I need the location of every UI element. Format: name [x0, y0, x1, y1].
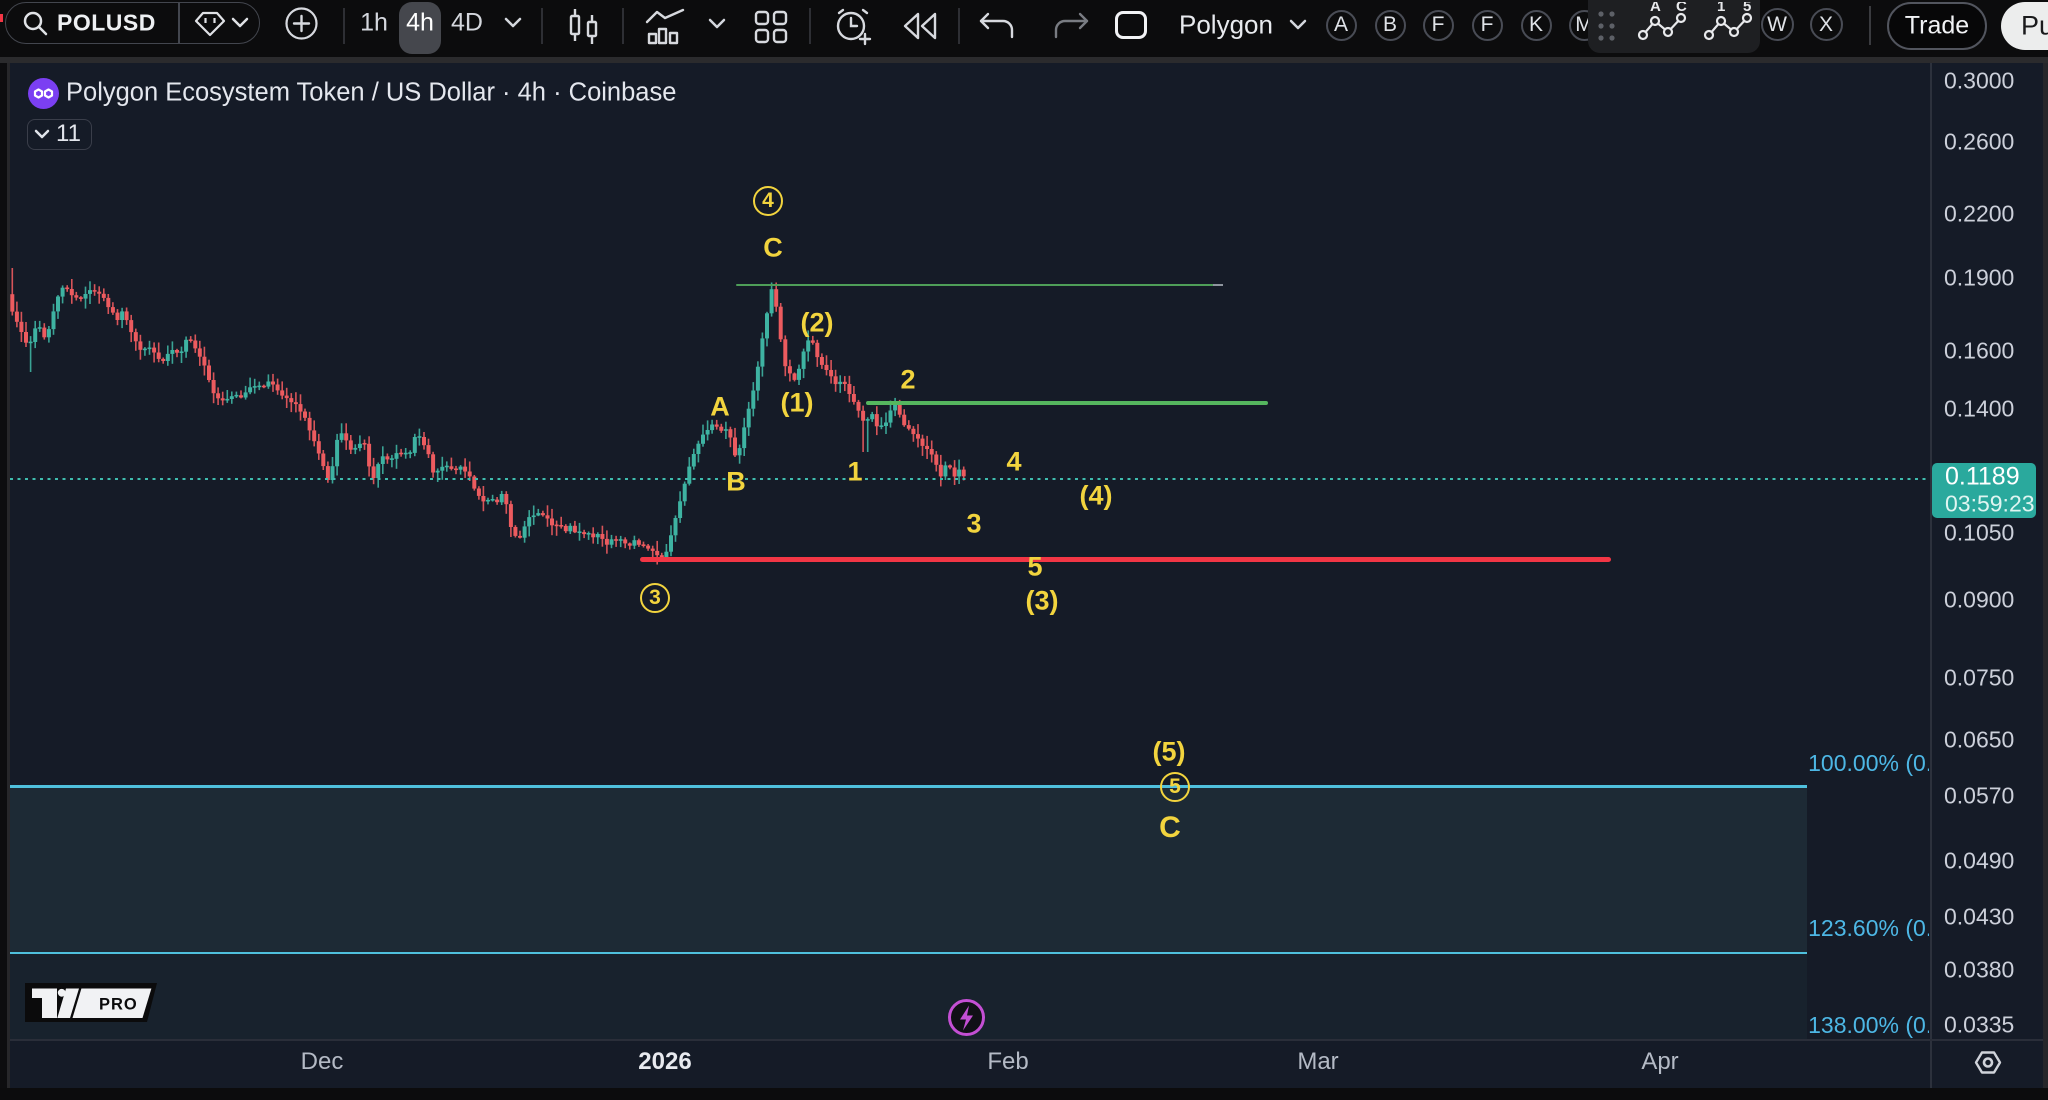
svg-text:A: A	[1650, 2, 1661, 15]
svg-text:1: 1	[1717, 2, 1725, 15]
svg-text:PRO: PRO	[99, 996, 138, 1014]
svg-text:C: C	[1676, 2, 1687, 15]
svg-text:5: 5	[1743, 2, 1751, 15]
